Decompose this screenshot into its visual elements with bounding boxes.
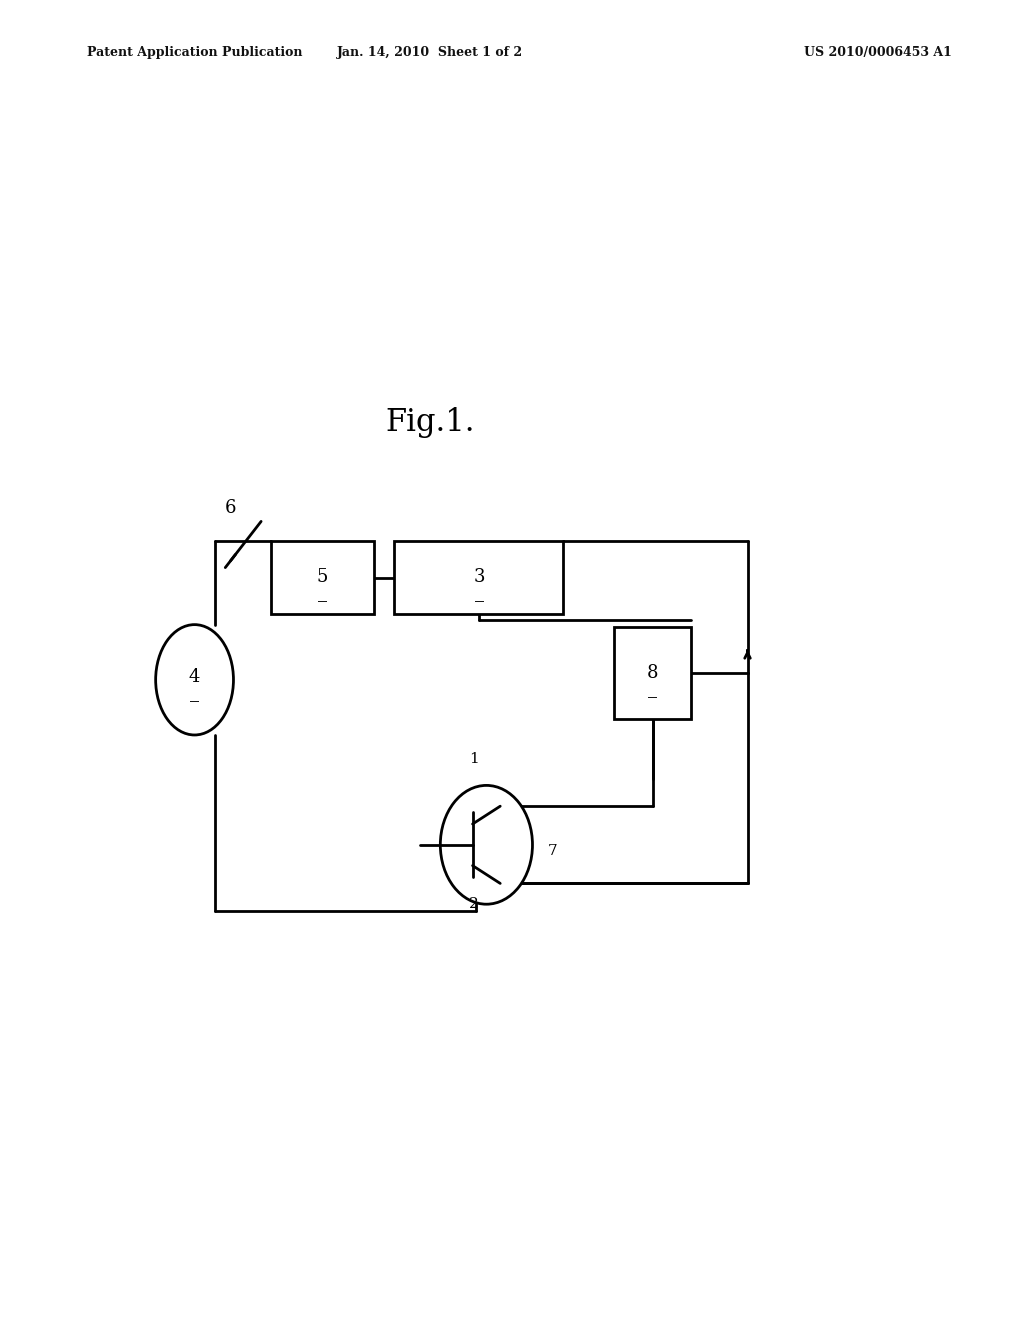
Text: Patent Application Publication: Patent Application Publication [87,46,302,59]
Text: US 2010/0006453 A1: US 2010/0006453 A1 [805,46,952,59]
Ellipse shape [156,624,233,735]
Text: _: _ [648,680,657,698]
Text: 6: 6 [224,499,237,517]
Text: 4: 4 [188,668,201,686]
Text: Fig.1.: Fig.1. [385,407,475,438]
Text: 5: 5 [316,569,329,586]
Text: _: _ [318,585,327,602]
Bar [394,541,563,614]
Text: _: _ [190,684,199,702]
Bar [271,541,374,614]
Text: 8: 8 [647,664,658,682]
Text: 3: 3 [473,569,485,586]
Text: 7: 7 [548,845,558,858]
Bar [614,627,691,719]
Text: 1: 1 [469,752,479,766]
Text: 2: 2 [469,898,479,911]
Ellipse shape [440,785,532,904]
Text: _: _ [475,585,483,602]
Text: Jan. 14, 2010  Sheet 1 of 2: Jan. 14, 2010 Sheet 1 of 2 [337,46,523,59]
